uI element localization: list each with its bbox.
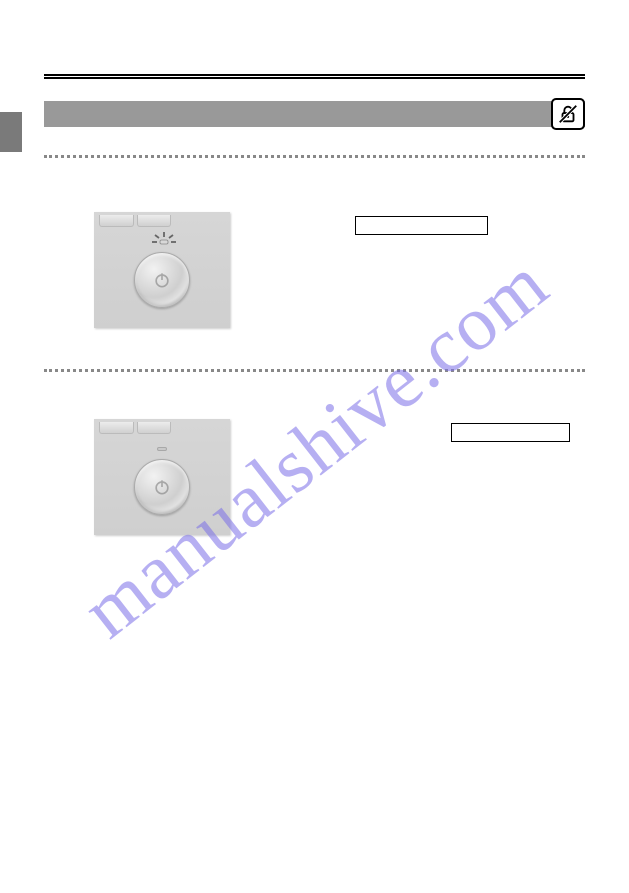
dotted-separator-2 [44, 369, 585, 373]
double-rule-top [44, 74, 585, 79]
keyboard-edge [99, 422, 171, 434]
chapter-tab [0, 112, 22, 152]
lock-icon-badge [551, 98, 585, 130]
power-icon [152, 477, 172, 497]
callout-box-1 [355, 216, 488, 235]
power-panel-photo-on [94, 212, 230, 328]
keyboard-edge [99, 215, 171, 227]
power-panel-photo-off [94, 419, 230, 535]
key-fragment [99, 422, 134, 434]
manual-page: manualshive.com [0, 0, 629, 893]
key-fragment [137, 215, 172, 227]
dotted-separator-1 [44, 155, 585, 159]
callout-box-2 [451, 423, 570, 442]
lock-crossed-icon [557, 103, 579, 125]
power-button [134, 252, 190, 308]
key-fragment [137, 422, 172, 434]
power-led-off-icon [157, 447, 167, 451]
power-icon [152, 270, 172, 290]
power-button [134, 459, 190, 515]
key-fragment [99, 215, 134, 227]
section-header-bar [44, 101, 585, 127]
